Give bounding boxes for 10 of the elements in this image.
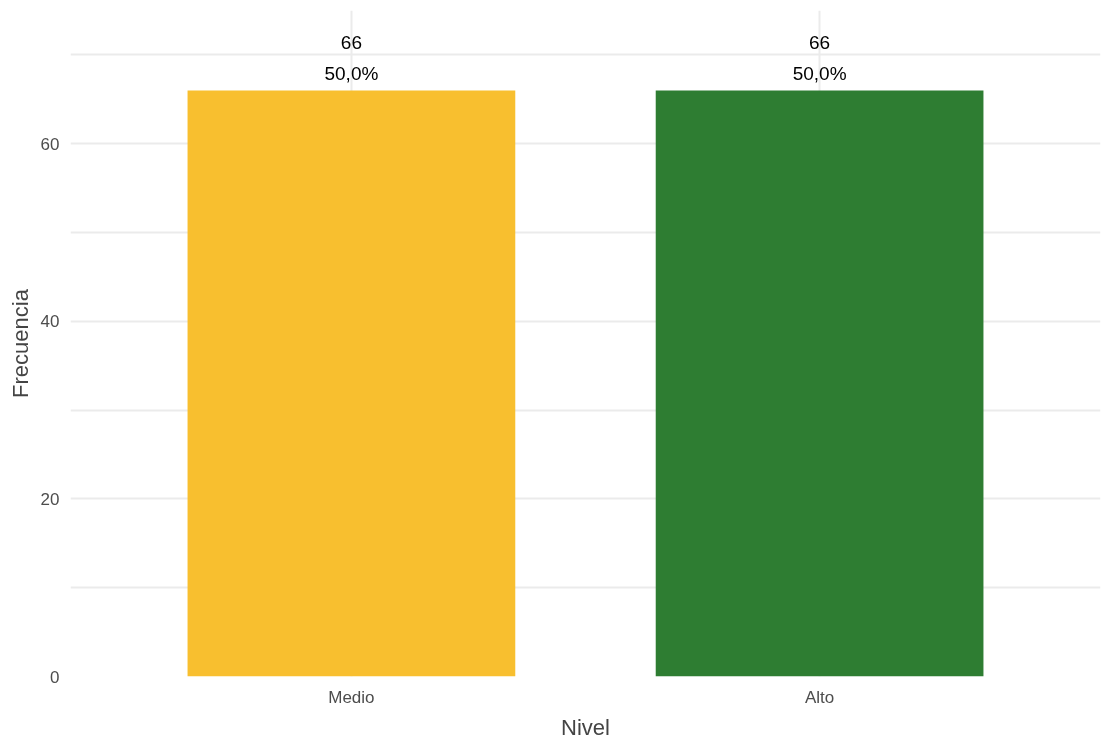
x-tick-label: Alto	[804, 687, 835, 707]
x-axis-title: Nivel	[561, 714, 610, 740]
y-axis-title: Frecuencia	[7, 288, 33, 398]
data-label: 66 50,0%	[324, 31, 379, 85]
y-tick-label: 40	[40, 312, 60, 332]
y-tick-label: 20	[40, 489, 60, 509]
y-tick-label: 0	[50, 667, 60, 687]
data-label: 66 50,0%	[792, 31, 847, 85]
y-tick-label: 60	[40, 134, 60, 154]
x-tick-label: Medio	[328, 687, 375, 707]
